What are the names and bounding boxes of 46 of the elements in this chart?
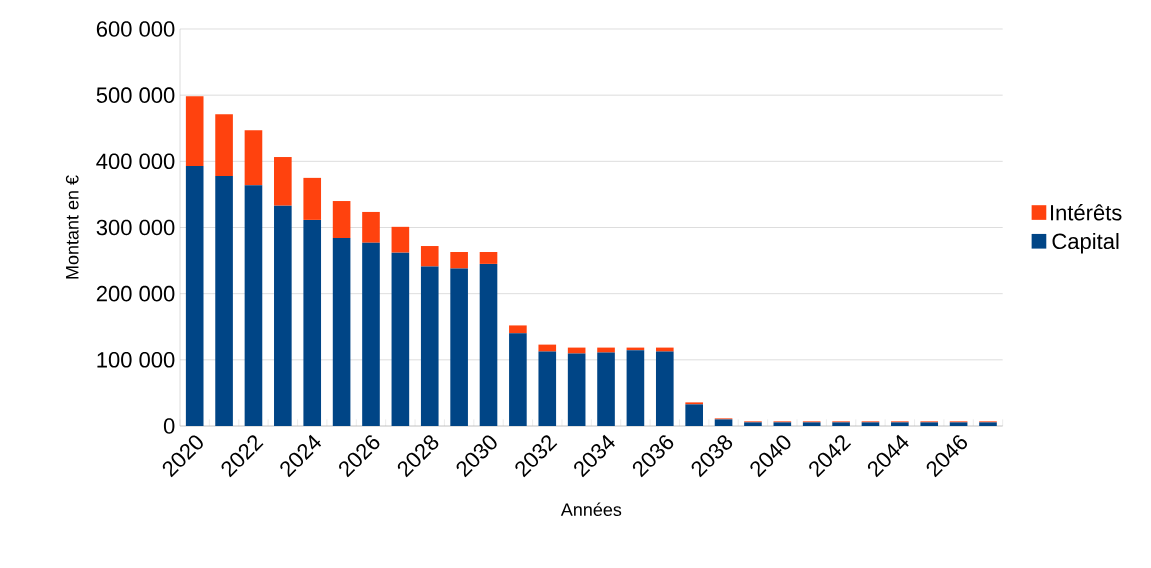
bar xyxy=(391,252,410,426)
bar xyxy=(597,352,615,426)
y-tick-label: 500 000 xyxy=(96,87,175,103)
bar xyxy=(303,177,322,220)
bar xyxy=(391,226,410,253)
bar xyxy=(303,219,322,426)
bar xyxy=(244,185,263,426)
bar xyxy=(509,333,527,426)
bar xyxy=(362,242,380,426)
bar xyxy=(215,175,233,426)
legend-label: Intérêts xyxy=(1050,204,1122,221)
bar xyxy=(567,347,586,354)
bar xyxy=(215,114,233,176)
bar xyxy=(274,205,292,426)
bar xyxy=(538,344,557,352)
legend-label: Capital xyxy=(1052,232,1119,254)
bar xyxy=(509,325,527,334)
y-tick-label: 300 000 xyxy=(96,219,175,236)
bar xyxy=(362,211,380,243)
y-tick-label: 100 000 xyxy=(97,352,175,368)
bar xyxy=(655,347,674,352)
bar xyxy=(244,130,263,186)
bar xyxy=(274,157,292,206)
bar xyxy=(714,419,733,426)
bar xyxy=(655,351,674,426)
y-tick-label: 400 000 xyxy=(96,153,175,170)
bar xyxy=(685,404,703,426)
y-tick-label: 0 xyxy=(163,418,175,434)
bar xyxy=(420,266,439,426)
bar xyxy=(450,251,468,269)
x-axis-title: Années xyxy=(560,502,622,517)
bar xyxy=(332,238,351,426)
bar xyxy=(332,201,351,239)
bar xyxy=(626,350,645,426)
bar xyxy=(420,246,439,267)
bar xyxy=(567,353,586,426)
y-axis-title: Montant en € xyxy=(65,175,79,279)
bar xyxy=(479,263,498,426)
bar xyxy=(185,165,204,426)
bar xyxy=(538,351,557,426)
bar xyxy=(450,268,468,426)
bar xyxy=(597,347,615,353)
y-tick-label: 200 000 xyxy=(96,285,175,302)
y-tick-label: 600 000 xyxy=(96,21,175,37)
bar xyxy=(185,96,204,166)
bar xyxy=(479,251,498,264)
